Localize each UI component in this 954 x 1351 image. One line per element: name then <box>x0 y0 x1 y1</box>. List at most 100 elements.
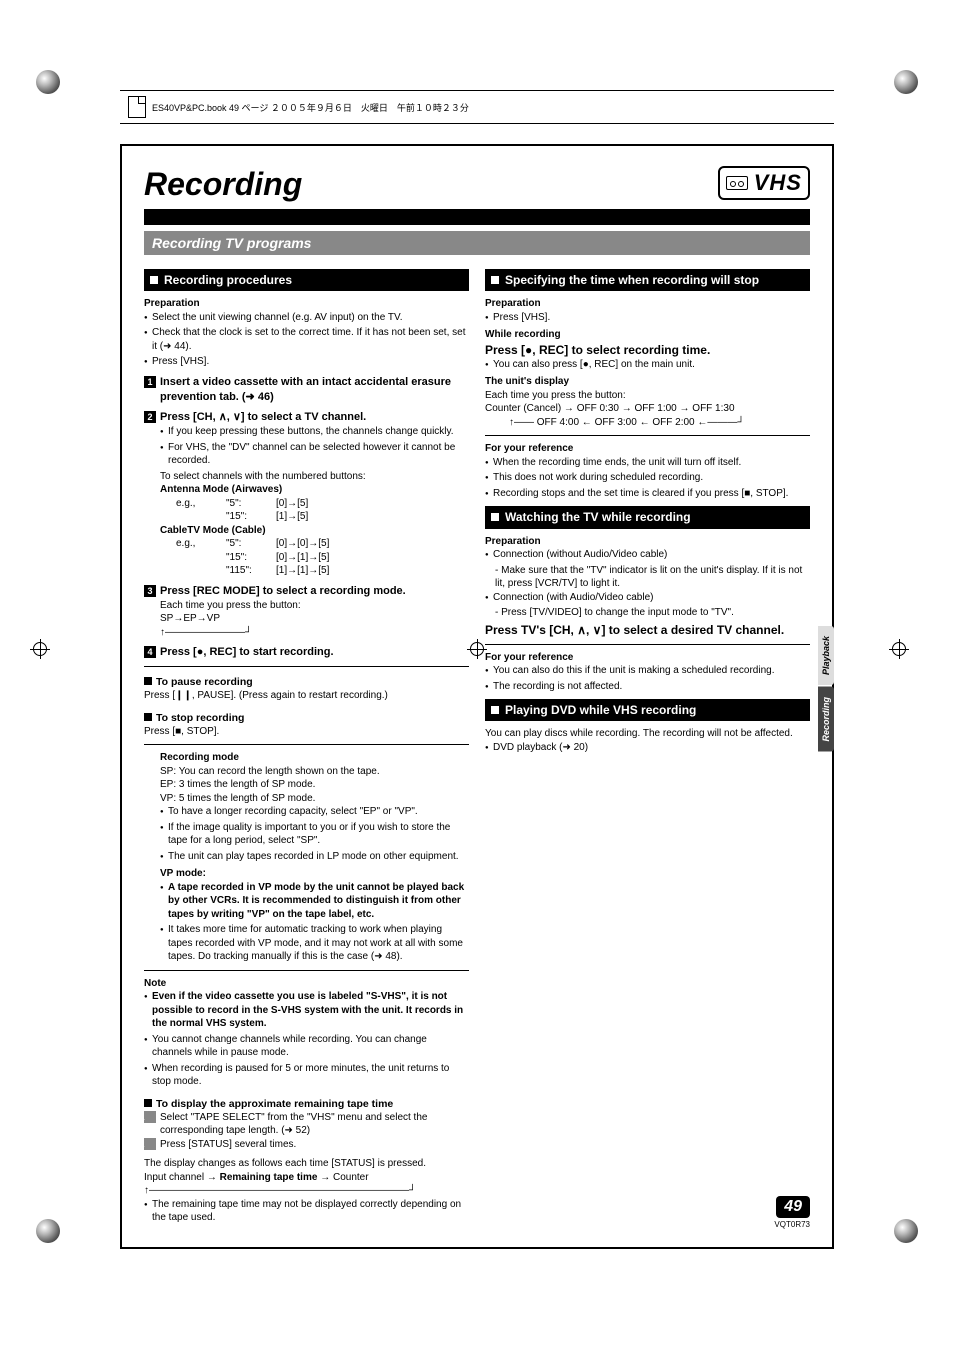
subheading-specifying-time: Specifying the time when recording will … <box>485 269 810 291</box>
side-tabs: Playback Recording <box>818 626 834 752</box>
pause-text: Press [❙❙, PAUSE]. (Press again to resta… <box>144 689 469 703</box>
note-item: You cannot change channels while recordi… <box>144 1033 469 1060</box>
s1-disp-text: ↑—— OFF 4:00 ← OFF 3:00 ← OFF 2:00 ←———┘ <box>485 416 810 430</box>
divider <box>485 435 810 436</box>
note-heading: Note <box>144 977 469 991</box>
page-title: Recording <box>144 166 810 203</box>
s1-disp-text: Each time you press the button: <box>485 389 810 403</box>
page-number: 49 <box>776 1196 810 1218</box>
step-number-icon: 3 <box>144 585 156 597</box>
step2-item: For VHS, the "DV" channel can be selecte… <box>160 441 469 468</box>
tape-time-heading: To display the approximate remaining tap… <box>144 1097 469 1111</box>
tape-step-1: 1Select "TAPE SELECT" from the "VHS" men… <box>144 1111 469 1138</box>
divider <box>485 644 810 645</box>
content-frame: Recording VHS Recording TV programs Reco… <box>120 144 834 1249</box>
square-bullet-icon <box>491 276 499 284</box>
s1-ref-item: When the recording time ends, the unit w… <box>485 456 810 470</box>
step-number-icon: 2 <box>144 1138 156 1150</box>
s1-while-h: While recording <box>485 328 810 342</box>
registration-ball-bl <box>36 1219 60 1243</box>
tape-item: The remaining tape time may not be displ… <box>144 1198 469 1225</box>
page-number-block: 49 VQT0R73 <box>774 1196 810 1229</box>
s1-ref-h: For your reference <box>485 442 810 456</box>
s2-sub-item: - Make sure that the "TV" indicator is l… <box>485 564 810 591</box>
antenna-mode-table: e.g.,"5":[0]→[5] "15":[1]→[5] <box>176 497 469 524</box>
s2-ref-item: The recording is not affected. <box>485 680 810 694</box>
recmode-ep: EP: 3 times the length of SP mode. <box>160 778 469 792</box>
recmode-sp: SP: You can record the length shown on t… <box>160 765 469 779</box>
divider <box>144 970 469 971</box>
square-bullet-icon <box>144 1099 152 1107</box>
s3-text: You can play discs while recording. The … <box>485 727 810 741</box>
pause-heading: To pause recording <box>144 675 469 689</box>
side-tab-recording: Recording <box>818 687 834 752</box>
preparation-heading: Preparation <box>144 297 469 311</box>
square-bullet-icon <box>150 276 158 284</box>
registration-ball-tr <box>894 70 918 94</box>
tape-text: The display changes as follows each time… <box>144 1157 469 1171</box>
vpmode-item: It takes more time for automatic trackin… <box>160 923 469 964</box>
stop-text: Press [■, STOP]. <box>144 725 469 739</box>
step-number-icon: 1 <box>144 1111 156 1123</box>
s2-prep-h: Preparation <box>485 535 810 549</box>
step-1: 1Insert a video cassette with an intact … <box>144 375 469 405</box>
square-bullet-icon <box>144 677 152 685</box>
divider <box>144 666 469 667</box>
step-4: 4Press [●, REC] to start recording. <box>144 645 469 660</box>
step-2: 2Press [CH, ∧, ∨] to select a TV channel… <box>144 410 469 425</box>
left-column: Recording procedures Preparation Select … <box>144 263 469 1227</box>
divider <box>144 744 469 745</box>
s2-sub-item: - Press [TV/VIDEO] to change the input m… <box>485 606 810 620</box>
vpmode-item: A tape recorded in VP mode by the unit c… <box>160 881 469 922</box>
step-number-icon: 1 <box>144 376 156 388</box>
step-number-icon: 2 <box>144 411 156 423</box>
cable-mode-label: CableTV Mode (Cable) <box>160 524 469 538</box>
registration-ball-br <box>894 1219 918 1243</box>
s1-disp-h: The unit's display <box>485 375 810 389</box>
tape-text: Input channel → Remaining tape time → Co… <box>144 1171 469 1185</box>
s2-press: Press TV's [CH, ∧, ∨] to select a desire… <box>485 622 810 638</box>
recmode-item: The unit can play tapes recorded in LP m… <box>160 850 469 864</box>
subheading-recording-procedures: Recording procedures <box>144 269 469 291</box>
s1-disp-text: Counter (Cancel) → OFF 0:30 → OFF 1:00 →… <box>485 402 810 416</box>
step2-line: To select channels with the numbered but… <box>160 470 469 484</box>
tape-step-2: 2Press [STATUS] several times. <box>144 1138 469 1152</box>
page: ES40VP&PC.book 49 ページ ２００５年９月６日 火曜日 午前１０… <box>0 0 954 1299</box>
s1-prep-item: Press [VHS]. <box>485 311 810 325</box>
square-bullet-icon <box>144 713 152 721</box>
recmode-vp: VP: 5 times the length of SP mode. <box>160 792 469 806</box>
registration-ball-tl <box>36 70 60 94</box>
cassette-icon <box>726 176 748 190</box>
section-bar: Recording TV programs <box>144 231 810 255</box>
s3-item: DVD playback (➜ 20) <box>485 741 810 755</box>
step-number-icon: 4 <box>144 646 156 658</box>
right-column: Specifying the time when recording will … <box>485 263 810 1227</box>
vhs-label: VHS <box>754 170 802 196</box>
recmode-item: If the image quality is important to you… <box>160 821 469 848</box>
s2-item: Connection (without Audio/Video cable) <box>485 548 810 562</box>
title-underline <box>144 209 810 225</box>
doc-code: VQT0R73 <box>774 1220 810 1229</box>
note-item: Even if the video cassette you use is la… <box>144 990 469 1031</box>
prep-item: Press [VHS]. <box>144 355 469 369</box>
s1-ref-item: Recording stops and the set time is clea… <box>485 487 810 501</box>
s2-ref-h: For your reference <box>485 651 810 665</box>
s1-ref-item: This does not work during scheduled reco… <box>485 471 810 485</box>
s1-press: Press [●, REC] to select recording time. <box>485 342 810 358</box>
recording-mode-heading: Recording mode <box>160 751 469 765</box>
vhs-badge: VHS <box>718 166 810 200</box>
step3-line: Each time you press the button: <box>160 599 469 613</box>
recmode-item: To have a longer recording capacity, sel… <box>160 805 469 819</box>
step3-line: SP→EP→VP <box>160 612 469 626</box>
step-3: 3Press [REC MODE] to select a recording … <box>144 584 469 599</box>
s2-item: Connection (with Audio/Video cable) <box>485 591 810 605</box>
square-bullet-icon <box>491 513 499 521</box>
square-bullet-icon <box>491 706 499 714</box>
step3-line: ↑————————┘ <box>160 626 469 640</box>
prep-item: Select the unit viewing channel (e.g. AV… <box>144 311 469 325</box>
vpmode-heading: VP mode: <box>160 867 469 881</box>
page-icon <box>128 96 146 118</box>
s2-ref-item: You can also do this if the unit is maki… <box>485 664 810 678</box>
cable-mode-table: e.g.,"5":[0]→[0]→[5] "15":[0]→[1]→[5] "1… <box>176 537 469 578</box>
antenna-mode-label: Antenna Mode (Airwaves) <box>160 483 469 497</box>
